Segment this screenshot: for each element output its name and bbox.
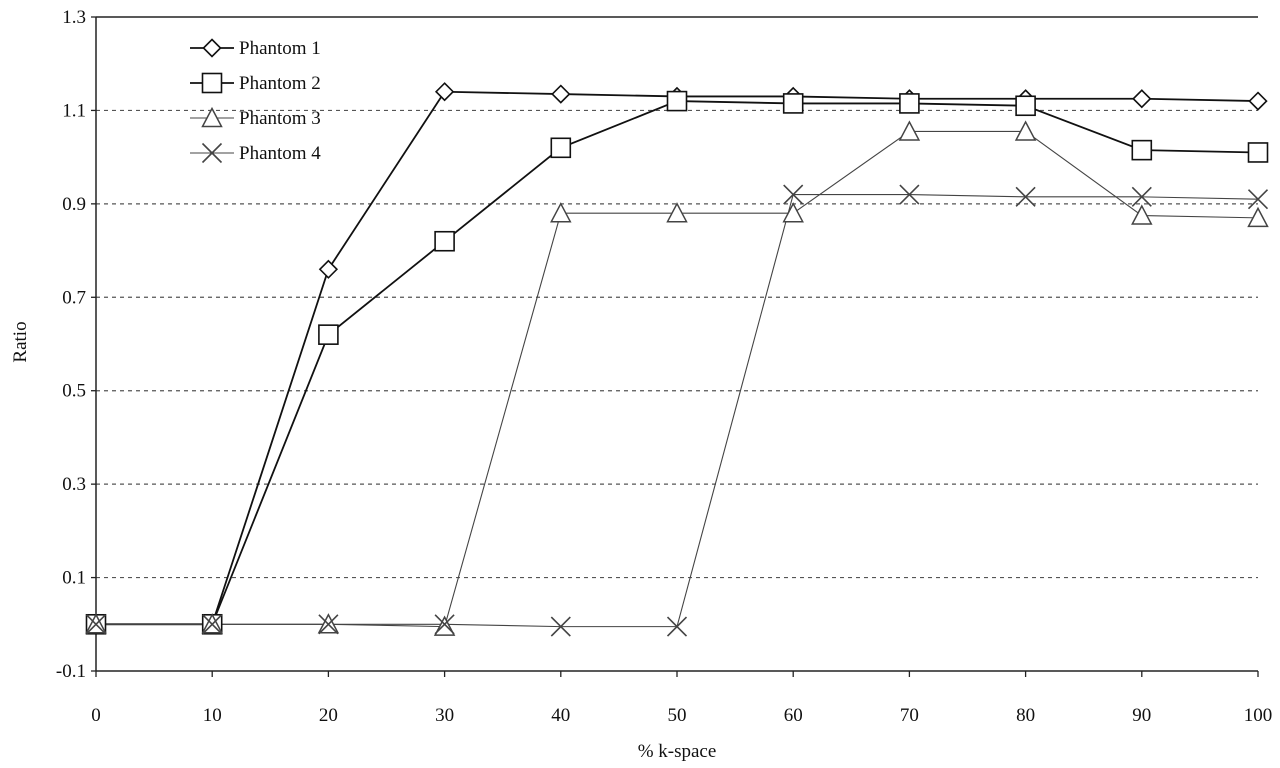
data-point-phantom-4 — [666, 616, 688, 637]
legend-marker — [201, 106, 223, 128]
legend-label: Phantom 3 — [239, 108, 321, 129]
data-point-phantom-4 — [318, 614, 339, 635]
x-tick-label: 60 — [784, 705, 803, 726]
y-tick-label: -0.1 — [56, 661, 86, 682]
legend-label: Phantom 2 — [239, 73, 321, 94]
data-point-phantom-2 — [434, 230, 455, 252]
grid — [96, 109, 1258, 579]
data-point-phantom-4 — [1247, 189, 1269, 210]
data-point-phantom-4 — [899, 184, 920, 205]
data-point-phantom-1 — [1248, 91, 1268, 111]
data-point-phantom-1 — [318, 259, 339, 279]
data-point-phantom-2 — [666, 90, 688, 112]
data-point-phantom-3 — [782, 202, 804, 223]
data-point-phantom-3 — [898, 120, 921, 141]
series-markers — [85, 82, 1269, 637]
data-point-phantom-4 — [1131, 186, 1152, 207]
y-tick-label: 0.7 — [62, 287, 86, 308]
legend-label: Phantom 4 — [239, 143, 321, 164]
data-point-phantom-1 — [1132, 89, 1152, 109]
data-point-phantom-4 — [1015, 186, 1036, 207]
data-point-phantom-3 — [433, 615, 456, 636]
data-point-phantom-4 — [202, 614, 223, 635]
data-point-phantom-3 — [550, 202, 572, 223]
legend-item-phantom-4: Phantom 4 — [190, 142, 321, 164]
data-point-phantom-4 — [550, 616, 571, 637]
legend-item-phantom-2: Phantom 2 — [190, 72, 321, 94]
data-point-phantom-4 — [783, 184, 804, 205]
y-tick-label: 0.9 — [62, 194, 86, 215]
x-tick-label: 70 — [900, 705, 919, 726]
legend-label: Phantom 1 — [239, 38, 321, 59]
y-tick-label: 0.1 — [62, 568, 86, 589]
x-tick-label: 0 — [91, 705, 101, 726]
x-tick-label: 50 — [668, 705, 687, 726]
data-point-phantom-2 — [899, 93, 920, 114]
data-point-phantom-3 — [1247, 206, 1269, 228]
data-point-phantom-2 — [1015, 95, 1036, 117]
series-line-phantom-2 — [96, 100, 1259, 626]
axes: -0.1 0.1 0.3 0.5 0.7 0.9 1.1 1.3 0 10 20 30 40 50 60 70… — [56, 7, 1272, 726]
x-tick-label: 100 — [1244, 705, 1273, 726]
x-tick-label: 30 — [435, 705, 454, 726]
data-point-phantom-3 — [666, 202, 688, 223]
data-point-phantom-2 — [1247, 142, 1269, 163]
x-axis-title: % k-space — [638, 741, 717, 762]
y-tick-label: 1.1 — [62, 100, 86, 121]
data-point-phantom-1 — [551, 84, 571, 104]
legend: Phantom 1 Phantom 2 Phantom 3 Phantom 4 — [190, 38, 321, 164]
legend-marker — [201, 142, 223, 164]
series-line-phantom-1 — [96, 90, 1259, 626]
legend-item-phantom-1: Phantom 1 — [190, 38, 321, 59]
legend-marker — [202, 38, 222, 58]
y-tick-label: 1.3 — [62, 7, 86, 28]
x-tick-label: 20 — [319, 705, 338, 726]
legend-marker — [201, 72, 223, 94]
data-point-phantom-2 — [782, 93, 804, 114]
data-point-phantom-2 — [550, 137, 572, 159]
x-tick-label: 80 — [1016, 705, 1035, 726]
series-line-phantom-4 — [96, 193, 1259, 628]
legend-item-phantom-3: Phantom 3 — [190, 106, 321, 129]
y-tick-label: 0.5 — [62, 381, 86, 402]
data-point-phantom-3 — [1014, 120, 1037, 141]
data-point-phantom-3 — [1131, 204, 1153, 225]
data-point-phantom-2 — [1131, 139, 1153, 161]
data-point-phantom-2 — [318, 324, 339, 345]
data-point-phantom-4 — [85, 614, 107, 635]
x-tick-label: 90 — [1132, 705, 1151, 726]
data-point-phantom-4 — [434, 614, 455, 635]
series-lines — [96, 90, 1259, 628]
x-tick-label: 40 — [551, 705, 570, 726]
y-axis-title: Ratio — [10, 321, 31, 362]
y-tick-label: 0.3 — [62, 474, 86, 495]
data-point-phantom-1 — [434, 82, 455, 102]
x-tick-label: 10 — [203, 705, 222, 726]
